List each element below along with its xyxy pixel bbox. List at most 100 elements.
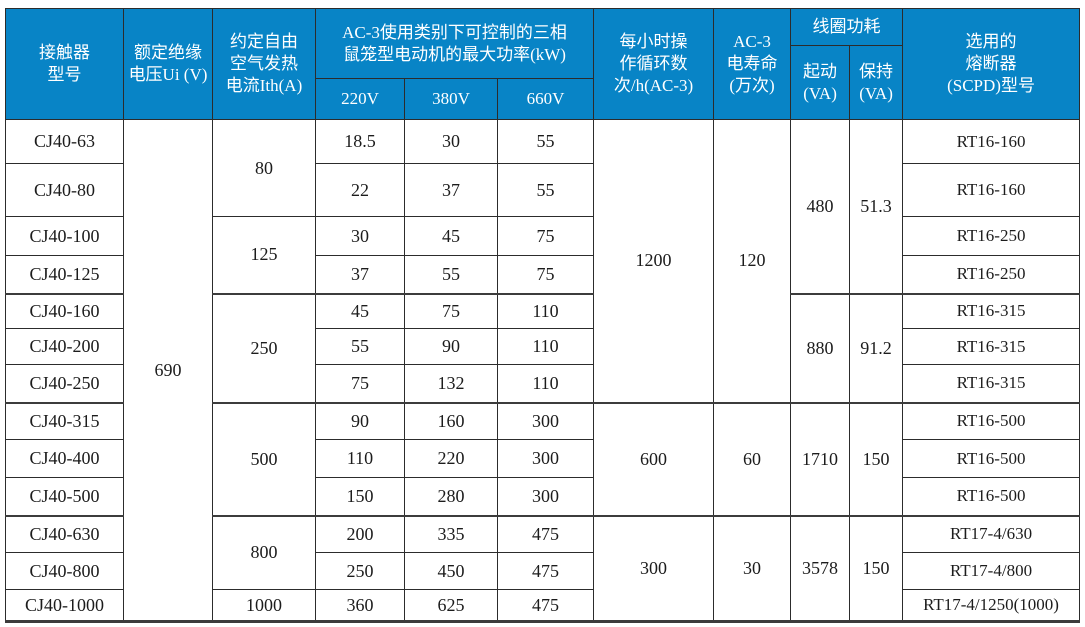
cycles-cell: 600 [593, 401, 715, 516]
ith-cell: 125 [212, 216, 316, 294]
table-row: CJ40-80 22 37 55 RT16-160 [5, 163, 1081, 217]
power-660-cell: 475 [496, 552, 595, 590]
model-cell: CJ40-500 [5, 477, 124, 516]
power-220-cell: 150 [315, 477, 405, 516]
table-row: CJ40-250 75 132 110 RT16-315 [5, 364, 1081, 403]
power-660-cell: 475 [496, 589, 595, 622]
table-row: CJ40-125 37 55 75 RT16-250 [5, 255, 1081, 294]
power-220-cell: 200 [315, 514, 405, 553]
coil-hold-cell: 150 [849, 514, 904, 622]
fuse-cell: RT17-4/1250(1000) [902, 589, 1081, 622]
coil-start-cell: 3578 [790, 514, 851, 622]
header-contactor-model: 接触器 型号 [5, 8, 124, 120]
power-380-cell: 55 [404, 255, 498, 294]
power-380-cell: 75 [404, 292, 498, 329]
header-660v: 660V [496, 78, 595, 120]
power-220-cell: 37 [315, 255, 405, 294]
power-660-cell: 110 [496, 328, 595, 365]
fuse-cell: RT17-4/630 [902, 514, 1081, 553]
model-cell: CJ40-80 [5, 163, 124, 217]
power-220-cell: 18.5 [315, 119, 405, 164]
table-row: CJ40-63 690 80 18.5 30 55 1200 120 480 5… [5, 119, 1081, 622]
power-380-cell: 37 [404, 163, 498, 217]
power-660-cell: 55 [496, 163, 595, 217]
fuse-cell: RT16-250 [902, 216, 1081, 256]
model-cell: CJ40-1000 [5, 589, 124, 622]
coil-hold-cell: 51.3 [849, 119, 904, 294]
ith-cell: 500 [212, 401, 316, 516]
power-380-cell: 335 [404, 514, 498, 553]
power-220-cell: 55 [315, 328, 405, 365]
table-header: 接触器 型号 额定绝缘 电压Ui (V) 约定自由 空气发热 电流Ith(A) … [5, 8, 1081, 120]
header-fuse-type: 选用的 熔断器 (SCPD)型号 [902, 8, 1081, 120]
model-cell: CJ40-160 [5, 292, 124, 329]
header-operating-cycles: 每小时操 作循环数 次/h(AC-3) [593, 8, 715, 120]
power-380-cell: 280 [404, 477, 498, 516]
power-380-cell: 90 [404, 328, 498, 365]
power-660-cell: 300 [496, 439, 595, 478]
fuse-cell: RT16-250 [902, 255, 1081, 294]
power-220-cell: 22 [315, 163, 405, 217]
coil-hold-cell: 91.2 [849, 292, 904, 403]
power-220-cell: 110 [315, 439, 405, 478]
power-220-cell: 90 [315, 401, 405, 440]
header-coil-start: 起动 (VA) [790, 45, 851, 120]
contactor-spec-table: 接触器 型号 额定绝缘 电压Ui (V) 约定自由 空气发热 电流Ith(A) … [5, 8, 1081, 623]
table-row: CJ40-160 250 45 75 110 880 91.2 RT16-315 [5, 292, 1081, 403]
power-660-cell: 475 [496, 514, 595, 553]
fuse-cell: RT16-500 [902, 477, 1081, 516]
cycles-cell: 300 [593, 514, 715, 622]
power-380-cell: 450 [404, 552, 498, 590]
header-220v: 220V [315, 78, 405, 120]
power-660-cell: 75 [496, 216, 595, 256]
ith-cell: 80 [212, 119, 316, 217]
power-660-cell: 75 [496, 255, 595, 294]
table-row: CJ40-400 110 220 300 RT16-500 [5, 439, 1081, 478]
coil-hold-cell: 150 [849, 401, 904, 516]
power-380-cell: 45 [404, 216, 498, 256]
header-ac3-max-power: AC-3使用类别下可控制的三相 鼠笼型电动机的最大功率(kW) [314, 8, 595, 79]
power-660-cell: 300 [496, 477, 595, 516]
table-row: CJ40-1000 1000 360 625 475 RT17-4/1250(1… [5, 589, 1081, 622]
table-row: CJ40-315 500 90 160 300 600 60 1710 150 … [5, 401, 1081, 516]
fuse-cell: RT16-160 [902, 119, 1081, 164]
header-electrical-life: AC-3 电寿命 (万次) [713, 8, 792, 120]
contactor-spec-table-wrap: 接触器 型号 额定绝缘 电压Ui (V) 约定自由 空气发热 电流Ith(A) … [5, 8, 1081, 623]
power-660-cell: 300 [496, 401, 595, 440]
table-row: CJ40-800 250 450 475 RT17-4/800 [5, 552, 1081, 590]
power-660-cell: 110 [496, 364, 595, 403]
header-coil-consumption: 线圈功耗 [790, 8, 904, 46]
life-cell: 120 [713, 119, 792, 403]
fuse-cell: RT17-4/800 [902, 552, 1081, 590]
power-380-cell: 30 [404, 119, 498, 164]
table-row: CJ40-630 800 200 335 475 300 30 3578 150… [5, 514, 1081, 622]
fuse-cell: RT16-500 [902, 439, 1081, 478]
coil-start-cell: 480 [790, 119, 851, 294]
power-660-cell: 110 [496, 292, 595, 329]
table-body: CJ40-63 690 80 18.5 30 55 1200 120 480 5… [5, 119, 1081, 622]
fuse-cell: RT16-315 [902, 328, 1081, 365]
fuse-cell: RT16-315 [902, 364, 1081, 403]
model-cell: CJ40-250 [5, 364, 124, 403]
coil-start-cell: 880 [790, 292, 851, 403]
power-380-cell: 132 [404, 364, 498, 403]
power-220-cell: 250 [315, 552, 405, 590]
ith-cell: 1000 [212, 589, 316, 622]
model-cell: CJ40-630 [5, 514, 124, 553]
life-cell: 60 [713, 401, 792, 516]
model-cell: CJ40-63 [5, 119, 124, 164]
power-380-cell: 625 [404, 589, 498, 622]
model-cell: CJ40-315 [5, 401, 124, 440]
header-rated-insulation-voltage: 额定绝缘 电压Ui (V) [123, 8, 213, 120]
ith-cell: 250 [212, 292, 316, 403]
model-cell: CJ40-100 [5, 216, 124, 256]
ui-cell: 690 [123, 119, 213, 622]
power-660-cell: 55 [496, 119, 595, 164]
coil-start-cell: 1710 [790, 401, 851, 516]
power-380-cell: 160 [404, 401, 498, 440]
cycles-cell: 1200 [593, 119, 715, 403]
life-cell: 30 [713, 514, 792, 622]
header-coil-hold: 保持 (VA) [849, 45, 904, 120]
power-220-cell: 360 [315, 589, 405, 622]
power-220-cell: 75 [315, 364, 405, 403]
